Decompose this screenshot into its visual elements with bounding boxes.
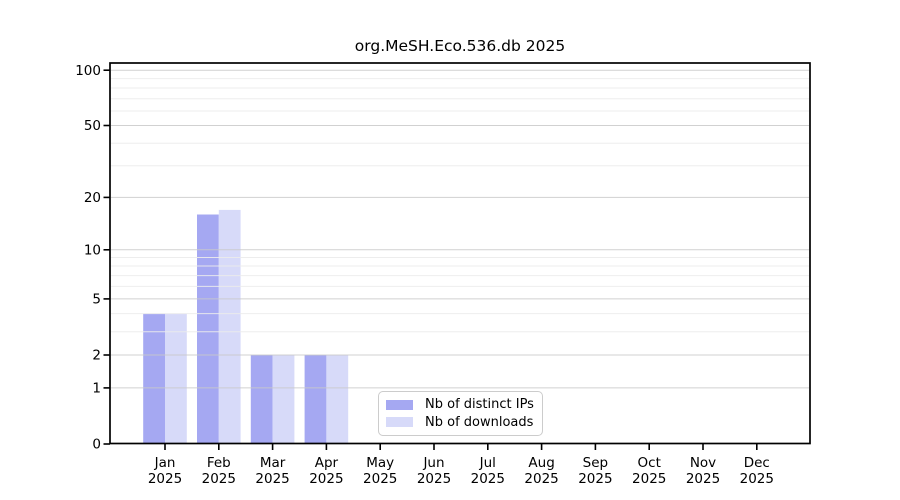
y-tick-label-20: 20 [84,190,101,206]
x-tick-label-year-oct: 2025 [632,471,666,487]
x-tick-label-month-jan: Jan [154,455,176,471]
x-tick-label-year-nov: 2025 [686,471,720,487]
x-tick-label-year-apr: 2025 [309,471,343,487]
legend-swatch-distinct-ips [386,399,413,410]
plot-border [109,62,811,445]
legend-label-downloads: Nb of downloads [425,414,534,430]
y-tick-label-1: 1 [92,381,101,397]
bar-jan-distinct-ips [143,313,165,444]
x-tick-label-month-apr: Apr [315,455,339,471]
y-tick-label-0: 0 [92,437,101,453]
x-tick-label-year-jun: 2025 [417,471,451,487]
y-tick-label-5: 5 [92,292,101,308]
legend-swatch-downloads [386,417,413,428]
x-tick-label-year-jul: 2025 [471,471,505,487]
y-tick-label-2: 2 [92,348,101,364]
bar-apr-downloads [326,355,349,444]
x-tick-label-month-nov: Nov [690,455,716,471]
x-tick-label-month-sep: Sep [583,455,608,471]
x-tick-label-month-mar: Mar [260,455,286,471]
legend-item-downloads: Nb of downloads [386,415,534,430]
legend: Nb of distinct IPs Nb of downloads [378,391,543,436]
bar-feb-downloads [218,209,241,444]
x-tick-label-year-may: 2025 [363,471,397,487]
x-tick-label-year-feb: 2025 [202,471,236,487]
y-tick-label-100: 100 [75,63,101,79]
legend-label-distinct-ips: Nb of distinct IPs [425,397,534,413]
x-tick-label-year-mar: 2025 [255,471,289,487]
x-tick-label-month-dec: Dec [744,455,770,471]
bar-jan-downloads [165,313,187,444]
bar-mar-distinct-ips [250,355,273,444]
x-tick-label-month-feb: Feb [207,455,231,471]
x-tick-label-month-aug: Aug [528,455,554,471]
x-tick-label-year-dec: 2025 [740,471,774,487]
legend-item-distinct-ips: Nb of distinct IPs [386,397,534,412]
bar-mar-downloads [272,355,295,444]
y-tick-label-50: 50 [84,118,101,134]
y-tick-label-10: 10 [84,243,101,259]
chart-title: org.MeSH.Eco.536.db 2025 [354,37,566,55]
x-tick-label-year-jan: 2025 [148,471,182,487]
x-tick-label-month-oct: Oct [638,455,661,471]
x-tick-label-year-aug: 2025 [524,471,558,487]
bar-feb-distinct-ips [197,214,219,444]
x-tick-label-month-jun: Jun [422,455,444,471]
x-tick-label-month-may: May [366,455,394,471]
x-tick-label-year-sep: 2025 [578,471,612,487]
bar-apr-distinct-ips [304,355,327,444]
x-tick-label-month-jul: Jul [479,455,496,471]
